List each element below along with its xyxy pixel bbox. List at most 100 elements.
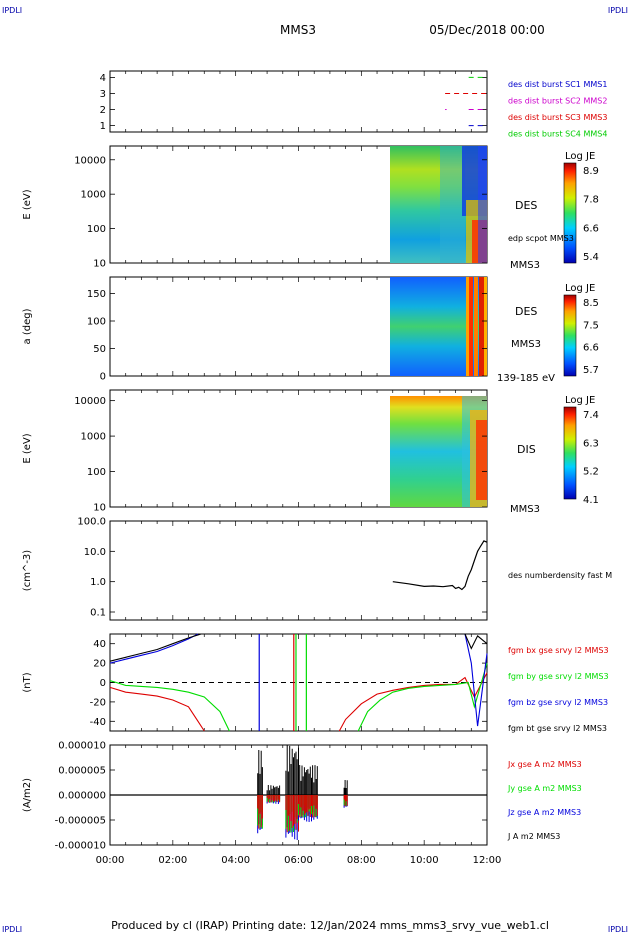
- footer-corner-right: IPDLI: [608, 925, 628, 934]
- x-tick-label: 06:00: [284, 855, 313, 866]
- y-tick-label: 2: [100, 105, 106, 116]
- corner-label-left: IPDLI: [2, 6, 22, 15]
- legend-entry: Jx gse A m2 MMS3: [507, 760, 582, 769]
- colorbar-tick-label: 4.1: [583, 495, 599, 506]
- legend-entry: des dist burst SC1 MMS1: [508, 80, 607, 89]
- spectrogram-label: MMS3: [511, 339, 541, 350]
- y-tick-label: 10000: [74, 396, 106, 407]
- b-field-line: [338, 672, 488, 732]
- current-burst: [285, 795, 299, 833]
- x-tick-label: 02:00: [158, 855, 187, 866]
- footer-note: Produced by cl (IRAP) Printing date: 12/…: [111, 919, 549, 932]
- b-field-line: [109, 686, 205, 732]
- y-axis-label: (A/m2): [22, 778, 33, 812]
- y-axis-label: a (deg): [22, 308, 33, 344]
- colorbar-title: Log JE: [565, 151, 595, 162]
- legend-entry: Jz gse A m2 MMS3: [507, 808, 581, 817]
- y-axis-label: (cm^-3): [22, 550, 33, 591]
- datetime-title: 05/Dec/2018 00:00: [429, 23, 545, 37]
- current-burst: [285, 745, 299, 795]
- current-burst: [266, 795, 281, 803]
- current-burst: [266, 785, 281, 795]
- y-tick-label: 50: [93, 344, 106, 355]
- y-tick-label: -0.000005: [55, 816, 106, 827]
- spectrogram-label: MMS3: [510, 260, 540, 271]
- y-tick-label: 1000: [81, 190, 106, 201]
- b-field-line: [109, 633, 202, 662]
- legend-entry: des dist burst SC2 MMS2: [508, 97, 607, 106]
- y-tick-label: 10.0: [84, 547, 106, 558]
- y-tick-label: 100: [87, 317, 106, 328]
- current-burst: [343, 795, 348, 807]
- spectrogram-label: MMS3: [510, 504, 540, 515]
- density-line: [392, 540, 488, 591]
- y-tick-label: 20: [93, 659, 106, 670]
- spectrogram-label: edp scpot MMS3: [508, 234, 574, 243]
- colorbar-tick-label: 7.4: [583, 410, 599, 421]
- x-tick-label: 00:00: [96, 855, 125, 866]
- b-field-line: [464, 633, 488, 650]
- y-tick-label: 150: [87, 289, 106, 300]
- y-tick-label: -20: [90, 697, 106, 708]
- panel-frame: [109, 70, 488, 133]
- colorbar-des-pitch: [563, 294, 577, 377]
- b-field-line: [357, 662, 488, 732]
- legend-entry: Jy gse A m2 MMS3: [507, 784, 582, 793]
- y-tick-label: 100.0: [77, 517, 106, 528]
- chart-marks: 1 2 3 4 des dist burst SC1 MMS1 des dist burs…: [22, 73, 612, 866]
- y-tick-label: -40: [90, 717, 106, 728]
- colorbar-title: Log JE: [565, 283, 595, 294]
- b-field-line: [464, 633, 488, 727]
- current-burst: [343, 780, 348, 795]
- y-tick-label: 0.000010: [58, 741, 106, 752]
- y-axis-label: E (eV): [22, 433, 33, 463]
- colorbar-tick-label: 6.6: [583, 343, 599, 354]
- footer-corner-left: IPDLI: [2, 925, 22, 934]
- y-tick-label: 1: [100, 121, 106, 132]
- colorbar-tick-label: 7.5: [583, 320, 599, 331]
- b-field-line: [109, 680, 230, 732]
- panel-frame: [109, 520, 488, 621]
- legend-entry: fgm bx gse srvy l2 MMS3: [508, 646, 609, 655]
- current-burst: [298, 765, 318, 795]
- y-tick-label: 4: [100, 73, 106, 84]
- legend-entry: J A m2 MMS3: [507, 832, 560, 841]
- colorbar-tick-label: 5.7: [583, 365, 599, 376]
- corner-label-right: IPDLI: [608, 6, 628, 15]
- spectrogram-label: DES: [515, 305, 537, 318]
- x-tick-label: 10:00: [410, 855, 439, 866]
- des-energy-spectrogram: [390, 146, 487, 263]
- spectrogram-label: DES: [515, 199, 537, 212]
- y-tick-label: -0.000010: [55, 841, 106, 852]
- y-tick-label: 10: [93, 503, 106, 514]
- legend-entry: fgm bz gse srvy l2 MMS3: [508, 698, 608, 707]
- colorbar-tick-label: 8.5: [583, 298, 599, 309]
- colorbar-tick-label: 7.8: [583, 195, 599, 206]
- des-pitch-spectrogram: [390, 277, 487, 376]
- y-tick-label: 0.000000: [58, 791, 106, 802]
- y-axis-label: (nT): [22, 672, 33, 692]
- spectrogram-label: 139-185 eV: [497, 373, 555, 384]
- y-tick-label: 1.0: [90, 577, 106, 588]
- y-tick-label: 3: [100, 89, 106, 100]
- current-burst: [298, 795, 318, 818]
- legend-entry: des dist burst SC4 MMS4: [508, 130, 607, 139]
- colorbar-des-energy: [563, 162, 577, 264]
- y-tick-label: 0.1: [90, 608, 106, 619]
- spectrogram-label: DIS: [517, 443, 536, 456]
- colorbar-tick-label: 6.3: [583, 438, 599, 449]
- y-tick-label: 0: [100, 372, 106, 383]
- spacecraft-title: MMS3: [280, 23, 316, 37]
- y-tick-label: 10000: [74, 155, 106, 166]
- legend-entry: des dist burst SC3 MMS3: [508, 113, 607, 122]
- colorbar-tick-label: 5.2: [583, 467, 599, 478]
- y-tick-label: 10: [93, 259, 106, 270]
- y-tick-label: 1000: [81, 432, 106, 443]
- y-tick-label: 40: [93, 639, 106, 650]
- x-tick-label: 04:00: [221, 855, 250, 866]
- y-tick-label: 100: [87, 224, 106, 235]
- colorbar-title: Log JE: [565, 395, 595, 406]
- current-burst: [257, 750, 263, 795]
- legend-entry: fgm bt gse srvy l2 MMS3: [508, 724, 607, 733]
